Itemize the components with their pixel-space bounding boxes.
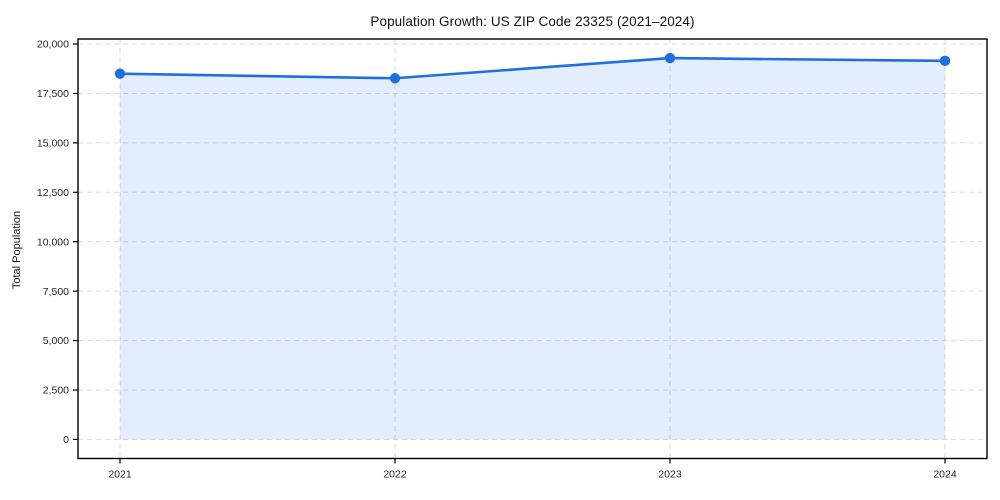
- data-point-marker: [389, 73, 401, 84]
- y-tick-label: 10,000: [37, 236, 69, 248]
- data-point-marker: [114, 68, 126, 79]
- x-tick-label: 2021: [108, 469, 132, 481]
- area-fill: [120, 58, 945, 440]
- x-tick-label: 2024: [933, 469, 957, 481]
- y-tick-label: 20,000: [37, 39, 69, 51]
- y-tick-label: 15,000: [37, 137, 69, 149]
- x-tick-label: 2022: [383, 469, 407, 481]
- y-tick-label: 17,500: [37, 88, 69, 100]
- y-tick-label: 2,500: [43, 385, 69, 397]
- axis-spines: [77, 38, 988, 460]
- y-tick-label: 5,000: [43, 335, 69, 347]
- data-point-marker: [939, 55, 951, 67]
- y-tick-label: 7,500: [43, 286, 69, 298]
- chart-title: Population Growth: US ZIP Code 23325 (20…: [370, 14, 695, 29]
- y-tick-label: 0: [63, 434, 69, 446]
- data-line: [118, 56, 947, 80]
- y-tick-label: 12,500: [37, 187, 69, 199]
- x-tick-label: 2023: [658, 469, 682, 481]
- data-point-marker: [664, 52, 676, 64]
